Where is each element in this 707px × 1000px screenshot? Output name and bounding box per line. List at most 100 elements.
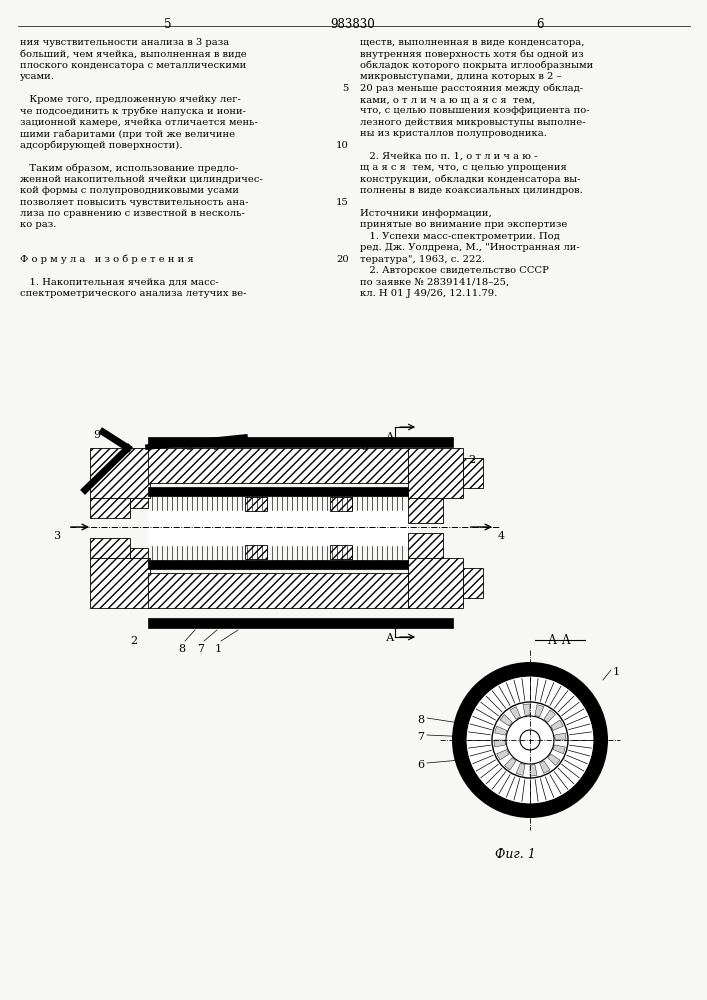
Text: А: А xyxy=(386,633,395,643)
Text: 15: 15 xyxy=(336,198,349,207)
Bar xyxy=(148,448,408,483)
Bar xyxy=(148,487,408,496)
Text: принятые во внимание при экспертизе: принятые во внимание при экспертизе xyxy=(360,220,568,229)
Text: Фиг. 1: Фиг. 1 xyxy=(495,848,536,861)
Text: женной накопительной ячейки цилиндричес-: женной накопительной ячейки цилиндричес- xyxy=(20,175,263,184)
Bar xyxy=(148,573,408,608)
Bar xyxy=(90,448,150,498)
Text: шими габаритами (при той же величине: шими габаритами (при той же величине xyxy=(20,129,235,139)
Bar xyxy=(90,558,150,608)
Text: лиза по сравнению с известной в несколь-: лиза по сравнению с известной в несколь- xyxy=(20,209,245,218)
Text: 5: 5 xyxy=(164,18,172,31)
Text: 20: 20 xyxy=(337,255,349,264)
Circle shape xyxy=(452,662,608,818)
Wedge shape xyxy=(553,745,566,754)
Text: конструкции, обкладки конденсатора вы-: конструкции, обкладки конденсатора вы- xyxy=(360,175,580,184)
Circle shape xyxy=(466,676,594,804)
Text: ны из кристаллов полупроводника.: ны из кристаллов полупроводника. xyxy=(360,129,547,138)
Text: ками, о т л и ч а ю щ а я с я  тем,: ками, о т л и ч а ю щ а я с я тем, xyxy=(360,95,535,104)
Bar xyxy=(408,448,463,498)
Wedge shape xyxy=(505,758,516,770)
Bar xyxy=(90,498,130,518)
Wedge shape xyxy=(495,726,507,735)
Bar xyxy=(463,568,483,598)
Bar xyxy=(148,510,408,546)
Text: 9: 9 xyxy=(185,442,192,452)
Text: микровыступами, длина которых в 2 –: микровыступами, длина которых в 2 – xyxy=(360,72,561,81)
Text: спектрометрического анализа летучих ве-: спектрометрического анализа летучих ве- xyxy=(20,289,247,298)
Text: внутренняя поверхность хотя бы одной из: внутренняя поверхность хотя бы одной из xyxy=(360,49,583,59)
Text: щ а я с я  тем, что, с целью упрощения: щ а я с я тем, что, с целью упрощения xyxy=(360,163,567,172)
Text: 1. Накопительная ячейка для масс-: 1. Накопительная ячейка для масс- xyxy=(20,277,218,286)
Text: кой формы с полупроводниковыми усами: кой формы с полупроводниковыми усами xyxy=(20,186,239,195)
Text: обкладок которого покрыта иглообразными: обкладок которого покрыта иглообразными xyxy=(360,61,593,70)
Text: плоского конденсатора с металлическими: плоского конденсатора с металлическими xyxy=(20,61,246,70)
Bar xyxy=(148,437,453,447)
Text: А: А xyxy=(386,432,395,442)
Bar xyxy=(330,545,352,559)
Bar xyxy=(148,618,453,628)
Text: Ф о р м у л а   и з о б р е т е н и я: Ф о р м у л а и з о б р е т е н и я xyxy=(20,255,194,264)
Text: Кроме того, предложенную ячейку лег-: Кроме того, предложенную ячейку лег- xyxy=(20,95,241,104)
Text: позволяет повысить чувствительность ана-: позволяет повысить чувствительность ана- xyxy=(20,198,248,207)
Text: 8: 8 xyxy=(417,715,424,725)
Text: усами.: усами. xyxy=(20,72,55,81)
Circle shape xyxy=(492,702,568,778)
Text: Таким образом, использование предло-: Таким образом, использование предло- xyxy=(20,163,238,173)
Wedge shape xyxy=(497,750,509,760)
Wedge shape xyxy=(494,740,506,747)
Bar xyxy=(408,558,463,608)
Text: Источники информации,: Источники информации, xyxy=(360,209,492,218)
Bar xyxy=(245,545,267,559)
Bar xyxy=(245,497,267,511)
Wedge shape xyxy=(539,761,550,773)
Bar xyxy=(463,458,483,488)
Text: зационной камере, ячейка отличается мень-: зационной камере, ячейка отличается мень… xyxy=(20,118,258,127)
Text: по заявке № 2839141/18–25,: по заявке № 2839141/18–25, xyxy=(360,277,509,286)
Text: 10: 10 xyxy=(336,141,349,150)
Text: ния чувствительности анализа в 3 раза: ния чувствительности анализа в 3 раза xyxy=(20,38,229,47)
Text: лезного действия микровыступы выполне-: лезного действия микровыступы выполне- xyxy=(360,118,585,127)
Text: 1. Успехи масс-спектрометрии. Под: 1. Успехи масс-спектрометрии. Под xyxy=(360,232,560,241)
Wedge shape xyxy=(554,733,566,740)
Text: 3: 3 xyxy=(53,531,60,541)
Bar xyxy=(330,497,352,511)
Bar xyxy=(90,538,130,558)
Text: что, с целью повышения коэффициента по-: что, с целью повышения коэффициента по- xyxy=(360,106,590,115)
Text: ред. Дж. Уолдрена, М., "Иностранная ли-: ред. Дж. Уолдрена, М., "Иностранная ли- xyxy=(360,243,580,252)
Text: ко раз.: ко раз. xyxy=(20,220,57,229)
Text: 2. Ячейка по п. 1, о т л и ч а ю -: 2. Ячейка по п. 1, о т л и ч а ю - xyxy=(360,152,537,161)
Text: 983830: 983830 xyxy=(331,18,375,31)
Wedge shape xyxy=(530,765,537,776)
Text: 5: 5 xyxy=(343,84,349,93)
Text: 5: 5 xyxy=(213,442,220,452)
Circle shape xyxy=(506,716,554,764)
Text: тература", 1963, с. 222.: тература", 1963, с. 222. xyxy=(360,255,485,264)
Text: 9: 9 xyxy=(93,430,100,440)
Text: кл. Н 01 J 49/26, 12.11.79.: кл. Н 01 J 49/26, 12.11.79. xyxy=(360,289,497,298)
Text: А–А: А–А xyxy=(548,634,572,647)
Bar xyxy=(130,498,148,508)
Bar xyxy=(408,533,443,558)
Bar xyxy=(130,548,148,558)
Text: 7: 7 xyxy=(417,732,424,742)
Text: 20 раз меньше расстояния между обклад-: 20 раз меньше расстояния между обклад- xyxy=(360,84,583,93)
Text: 6: 6 xyxy=(536,18,544,31)
Text: 1: 1 xyxy=(613,667,620,677)
Text: адсорбирующей поверхности).: адсорбирующей поверхности). xyxy=(20,141,182,150)
Bar xyxy=(148,560,408,569)
Text: 6: 6 xyxy=(417,760,424,770)
Text: 6: 6 xyxy=(360,442,367,452)
Wedge shape xyxy=(551,720,563,730)
Text: полнены в виде коаксиальных цилиндров.: полнены в виде коаксиальных цилиндров. xyxy=(360,186,583,195)
Wedge shape xyxy=(544,710,556,722)
Text: 7: 7 xyxy=(197,644,204,654)
Text: 2: 2 xyxy=(468,455,475,465)
Wedge shape xyxy=(500,715,513,726)
Text: ществ, выполненная в виде конденсатора,: ществ, выполненная в виде конденсатора, xyxy=(360,38,585,47)
Bar xyxy=(408,498,443,523)
Text: 2: 2 xyxy=(130,636,137,646)
Text: больший, чем ячейка, выполненная в виде: больший, чем ячейка, выполненная в виде xyxy=(20,49,247,58)
Text: че подсоединить к трубке напуска и иони-: че подсоединить к трубке напуска и иони- xyxy=(20,106,246,116)
Wedge shape xyxy=(523,704,530,715)
